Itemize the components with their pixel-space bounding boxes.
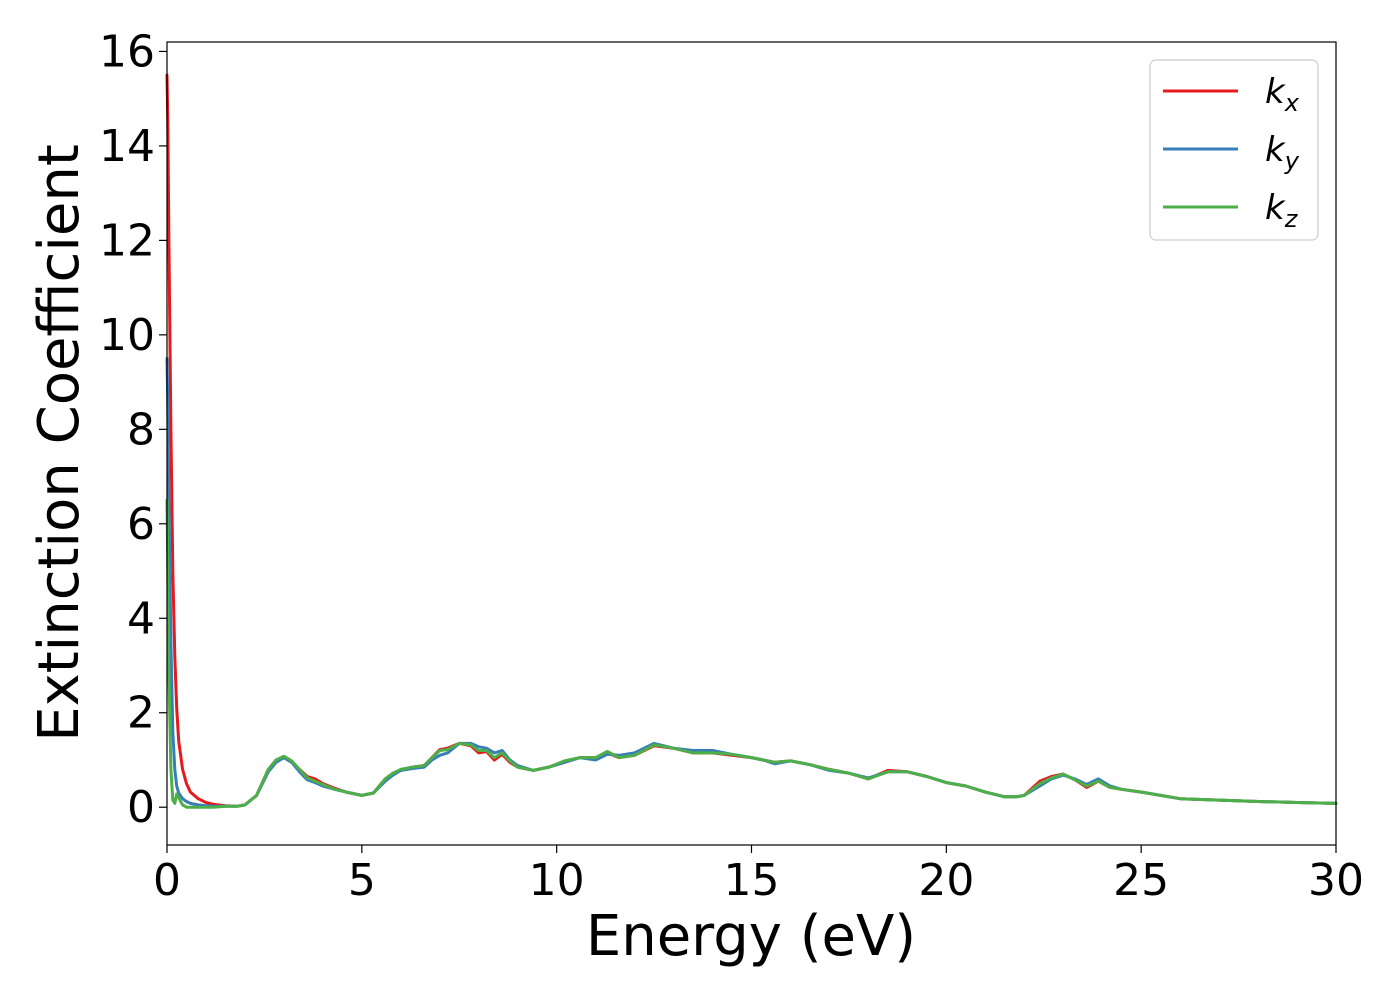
legend-label-kx: kx — [1265, 72, 1300, 117]
y-tick-label: 14 — [99, 121, 155, 172]
y-tick-label: 2 — [127, 688, 155, 739]
x-tick-label: 20 — [918, 855, 974, 906]
y-tick-label: 12 — [99, 215, 155, 266]
x-tick-label: 15 — [724, 855, 780, 906]
y-tick-label: 10 — [99, 310, 155, 361]
legend-label-kz: kz — [1265, 188, 1299, 233]
x-axis-title: Energy (eV) — [586, 904, 916, 969]
legend-label-ky: ky — [1265, 130, 1300, 175]
legend: kx ky kz — [1149, 59, 1319, 241]
legend-items: kx ky kz — [1163, 72, 1300, 233]
y-tick-label: 16 — [99, 26, 155, 77]
y-axis-title: Extinction Coefficient — [27, 144, 92, 742]
series-line-kz — [165, 498, 1338, 809]
x-axis-ticks: 0 5 10 15 20 25 30 — [153, 845, 1364, 906]
y-axis-ticks: 0 2 4 6 8 10 12 14 16 — [99, 26, 167, 833]
y-tick-label: 0 — [127, 782, 155, 833]
y-tick-label: 8 — [127, 404, 155, 455]
x-tick-label: 30 — [1308, 855, 1364, 906]
x-tick-label: 25 — [1113, 855, 1169, 906]
y-tick-label: 4 — [127, 593, 155, 644]
y-tick-label: 6 — [127, 499, 155, 550]
x-tick-label: 0 — [153, 855, 181, 906]
x-tick-label: 10 — [529, 855, 585, 906]
series-layer — [165, 73, 1338, 809]
x-tick-label: 5 — [348, 855, 376, 906]
